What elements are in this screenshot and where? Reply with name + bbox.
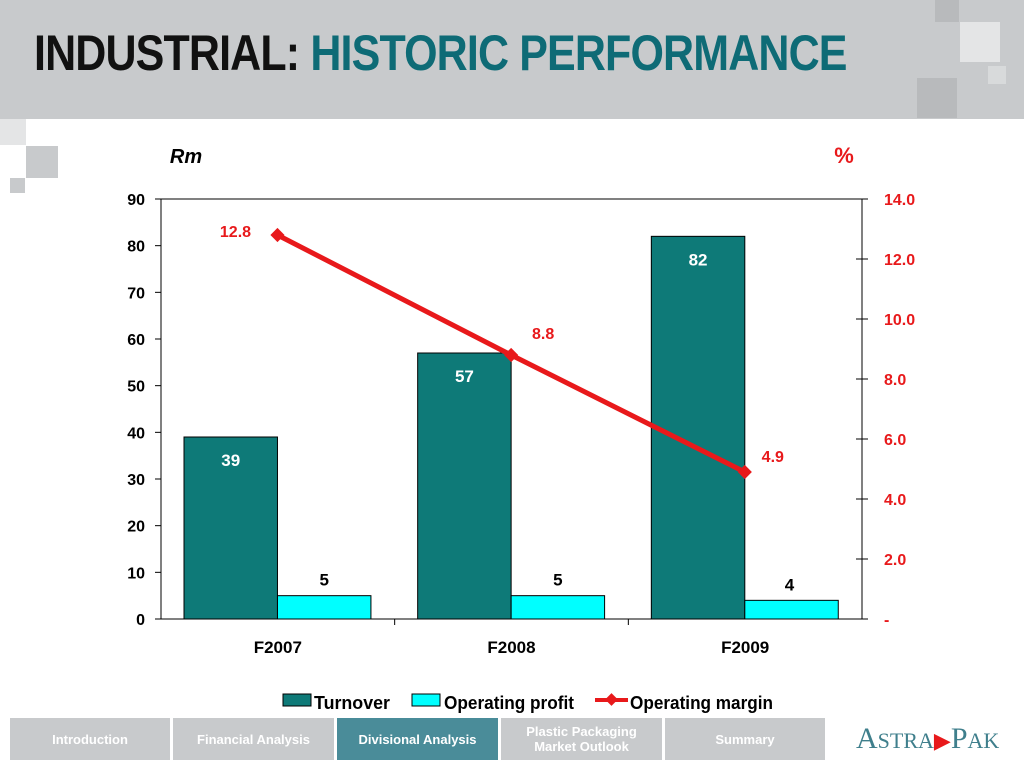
left-axis-tick-label: 30 [127,472,145,489]
nav-plastic-packaging-market-outlook[interactable]: Plastic Packaging Market Outlook [501,718,662,760]
nav-summary[interactable]: Summary [665,718,825,760]
bar-operating-profit [510,595,606,620]
right-axis-unit-label: % [834,143,854,168]
nav-divisional-analysis[interactable]: Divisional Analysis [337,718,498,760]
right-axis-tick-label: 12.0 [884,252,915,269]
data-label-turnover: 39 [221,451,240,470]
right-axis-tick-label: 6.0 [884,432,906,449]
page-title: INDUSTRIAL: HISTORIC PERFORMANCE [34,24,847,82]
right-axis-tick-label: 10.0 [884,312,915,329]
data-label-operating-profit: 5 [553,571,562,590]
data-label-operating-profit: 5 [319,571,328,590]
left-axis-tick-label: 50 [127,379,145,396]
legend-swatch-turnover [282,693,312,707]
bottom-navigation: Introduction Financial Analysis Division… [10,718,825,760]
legend-label-operating-profit: Operating profit [444,693,574,713]
nav-introduction[interactable]: Introduction [10,718,170,760]
left-axis-tick-label: 40 [127,425,145,442]
nav-financial-analysis[interactable]: Financial Analysis [173,718,334,760]
legend-marker-operating-margin [605,693,618,706]
marker-operating-margin [737,464,752,480]
data-label-turnover: 57 [455,367,474,386]
data-label-turnover: 82 [689,250,708,269]
left-axis-tick-label: 60 [127,332,145,349]
left-axis-tick-label: 20 [127,519,145,536]
right-axis-tick-label: 2.0 [884,552,906,569]
bar-turnover [183,436,278,620]
data-label-operating-profit: 4 [785,575,795,594]
decorative-square [26,146,58,178]
header-band [0,0,1024,119]
decorative-square [917,78,957,118]
left-axis-unit-label: Rm [170,146,202,168]
title-part-2: HISTORIC PERFORMANCE [310,25,847,81]
title-part-1: INDUSTRIAL: [34,25,300,81]
right-axis-tick-label: 4.0 [884,492,906,509]
left-axis-tick-label: 80 [127,239,145,256]
decorative-square [10,178,25,193]
legend-swatch-operating-profit [411,693,441,707]
bar-turnover [417,352,512,620]
right-axis-tick-label: - [884,612,889,629]
data-label-operating-margin: 12.8 [220,224,251,241]
left-axis-tick-label: 10 [127,565,145,582]
legend-label-turnover: Turnover [314,693,390,713]
decorative-square [935,0,959,22]
decorative-square [0,119,26,145]
decorative-square [988,66,1006,84]
right-axis-tick-label: 14.0 [884,192,915,209]
bar-turnover [650,235,746,620]
left-axis-tick-label: 70 [127,285,145,302]
right-axis-tick-label: 8.0 [884,372,906,389]
bar-operating-profit [744,599,839,620]
data-label-operating-margin: 4.9 [762,449,784,466]
marker-operating-margin [270,227,285,243]
bar-operating-profit [276,595,372,620]
left-axis-tick-label: 0 [136,612,145,629]
marker-operating-margin [504,347,519,363]
x-axis-category-label: F2009 [721,638,769,657]
left-axis-tick-label: 90 [127,192,145,209]
astrapak-logo: ASTRA▶PAK [856,722,1000,755]
x-axis-category-label: F2007 [254,638,302,657]
decorative-square [960,22,1000,62]
data-label-operating-margin: 8.8 [532,326,554,343]
x-axis-category-label: F2008 [487,638,535,657]
legend-label-operating-margin: Operating margin [630,693,773,713]
